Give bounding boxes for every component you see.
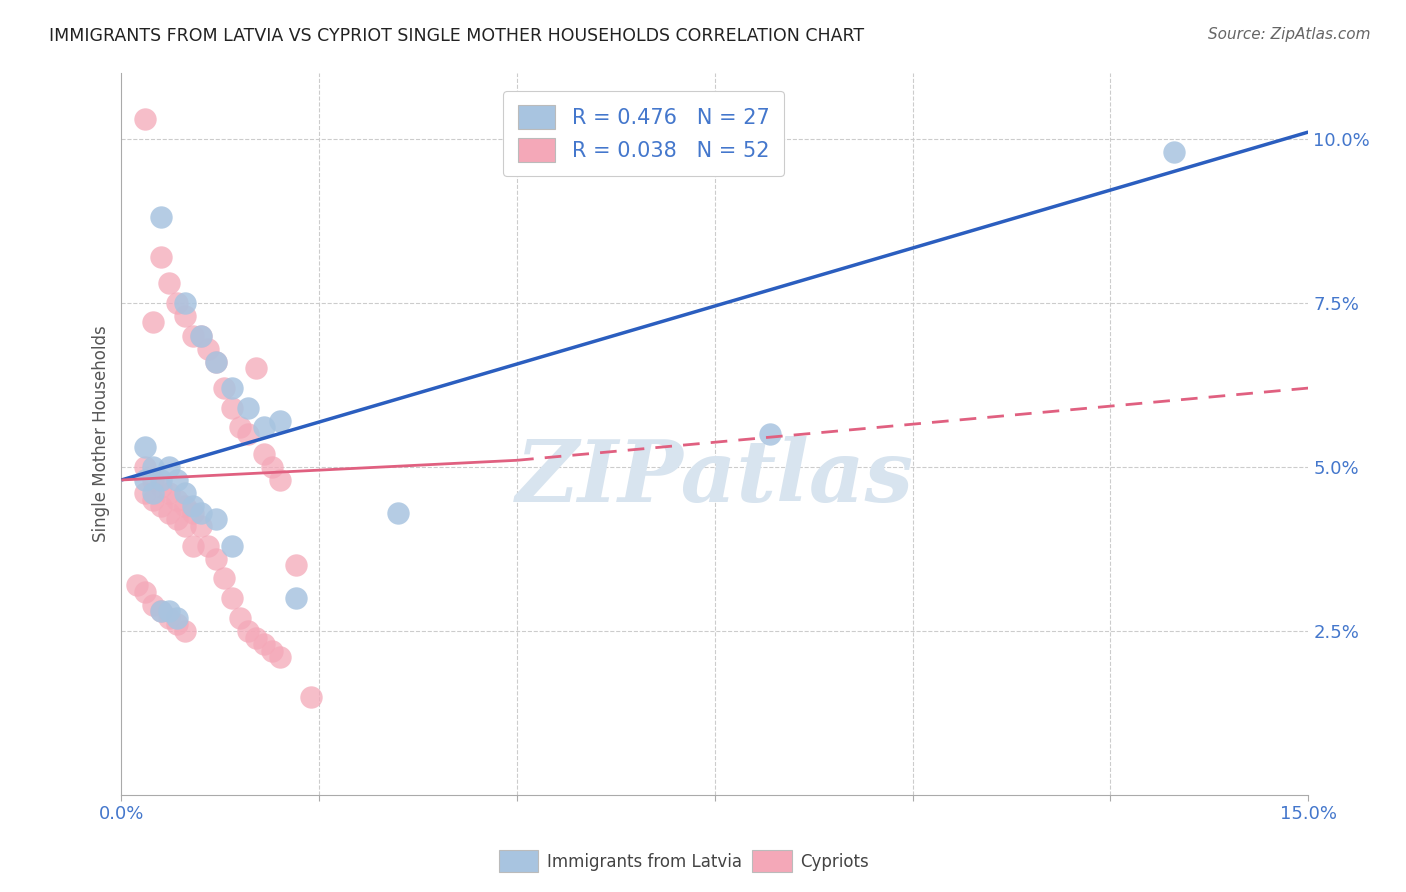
Point	[142, 315, 165, 329]
Point	[387, 506, 409, 520]
Point	[190, 328, 212, 343]
Point	[221, 591, 243, 606]
Point	[284, 591, 307, 606]
Point	[173, 624, 195, 638]
Point	[166, 473, 188, 487]
Point	[142, 598, 165, 612]
Point	[229, 420, 252, 434]
Point	[253, 637, 276, 651]
Point	[173, 500, 195, 514]
Point	[269, 473, 291, 487]
Point	[134, 440, 156, 454]
Point	[245, 361, 267, 376]
Point	[221, 539, 243, 553]
Point	[1163, 145, 1185, 159]
Point	[173, 309, 195, 323]
Point	[142, 473, 165, 487]
Text: IMMIGRANTS FROM LATVIA VS CYPRIOT SINGLE MOTHER HOUSEHOLDS CORRELATION CHART: IMMIGRANTS FROM LATVIA VS CYPRIOT SINGLE…	[49, 27, 865, 45]
Point	[166, 512, 188, 526]
Point	[134, 459, 156, 474]
Text: ZIPatlas: ZIPatlas	[516, 435, 914, 519]
Point	[236, 401, 259, 415]
Point	[181, 506, 204, 520]
Point	[142, 486, 165, 500]
Point	[190, 328, 212, 343]
Point	[260, 459, 283, 474]
Point	[142, 459, 165, 474]
Point	[157, 506, 180, 520]
Point	[134, 112, 156, 126]
Point	[134, 584, 156, 599]
Point	[134, 473, 156, 487]
Point	[759, 427, 782, 442]
Point	[150, 211, 173, 225]
Point	[236, 624, 259, 638]
Point	[127, 578, 149, 592]
Point	[205, 355, 228, 369]
Point	[181, 328, 204, 343]
Point	[260, 643, 283, 657]
Point	[166, 611, 188, 625]
Point	[157, 459, 180, 474]
Point	[205, 551, 228, 566]
Point	[205, 512, 228, 526]
Legend: R = 0.476   N = 27, R = 0.038   N = 52: R = 0.476 N = 27, R = 0.038 N = 52	[503, 91, 785, 177]
Point	[269, 650, 291, 665]
Point	[214, 381, 236, 395]
Point	[157, 486, 180, 500]
Point	[197, 539, 219, 553]
Point	[150, 604, 173, 618]
Point	[221, 381, 243, 395]
Point	[134, 486, 156, 500]
Y-axis label: Single Mother Households: Single Mother Households	[93, 326, 110, 542]
Point	[157, 604, 180, 618]
Point	[190, 506, 212, 520]
Point	[157, 276, 180, 290]
Point	[150, 604, 173, 618]
Point	[205, 355, 228, 369]
Point	[253, 447, 276, 461]
Point	[166, 492, 188, 507]
Point	[236, 427, 259, 442]
Point	[157, 611, 180, 625]
Point	[181, 500, 204, 514]
Text: Immigrants from Latvia: Immigrants from Latvia	[547, 853, 742, 871]
Point	[142, 492, 165, 507]
Point	[166, 295, 188, 310]
Point	[253, 420, 276, 434]
Point	[214, 571, 236, 585]
Point	[221, 401, 243, 415]
Point	[299, 690, 322, 704]
Point	[173, 519, 195, 533]
Text: Cypriots: Cypriots	[800, 853, 869, 871]
Point	[150, 479, 173, 493]
Point	[190, 519, 212, 533]
Point	[150, 473, 173, 487]
Point	[284, 558, 307, 573]
Point	[150, 250, 173, 264]
Point	[166, 617, 188, 632]
Text: Source: ZipAtlas.com: Source: ZipAtlas.com	[1208, 27, 1371, 42]
Point	[245, 631, 267, 645]
Point	[150, 500, 173, 514]
Point	[197, 342, 219, 356]
Point	[173, 295, 195, 310]
Point	[181, 539, 204, 553]
Point	[269, 414, 291, 428]
Point	[229, 611, 252, 625]
Point	[173, 486, 195, 500]
